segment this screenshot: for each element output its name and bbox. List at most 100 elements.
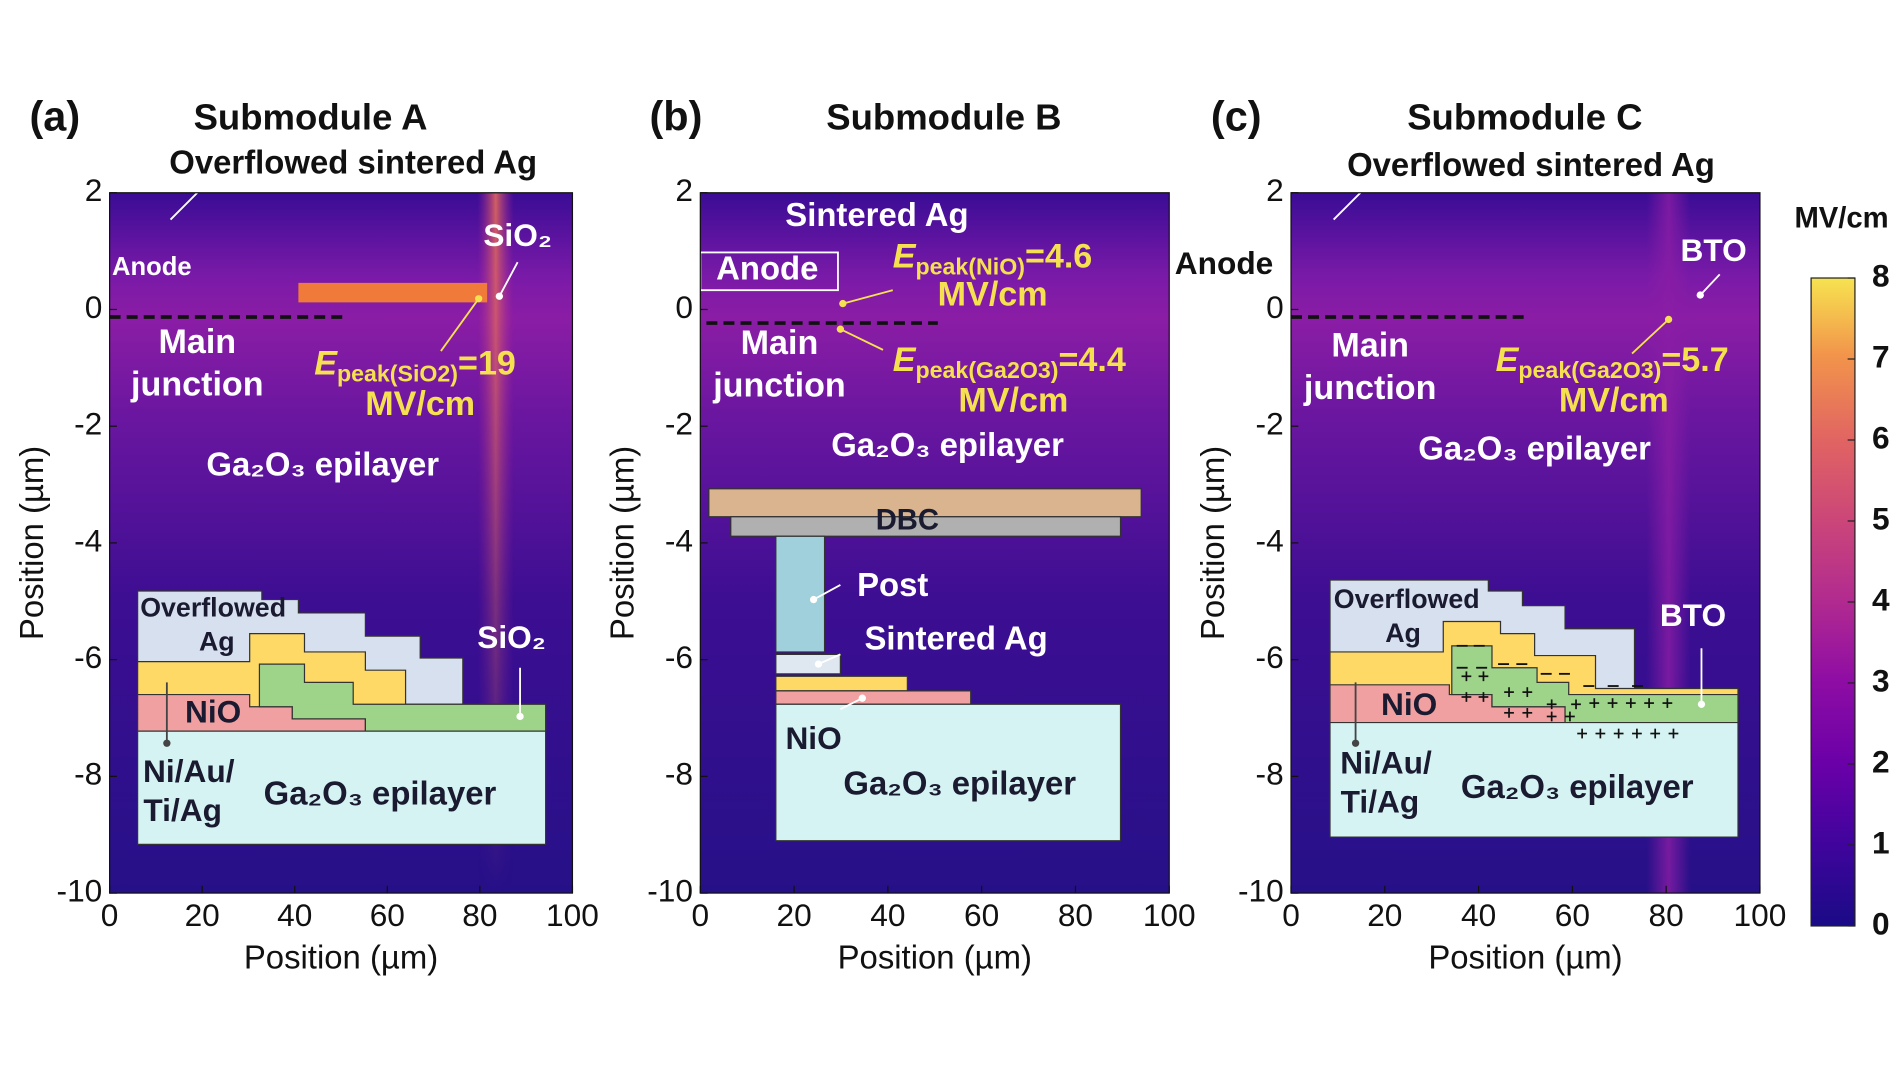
y-tick-label: -6 — [1256, 639, 1284, 675]
annotation: junction — [1303, 369, 1437, 407]
annotation: Main — [158, 323, 236, 361]
y-tick-label: -10 — [1238, 872, 1284, 908]
y-tick-label: 2 — [85, 172, 103, 208]
y-tick-label: -10 — [57, 872, 103, 908]
ga2o3-epilayer — [137, 730, 547, 845]
leader-dot — [163, 739, 171, 747]
peak-field-annotation: Epeak(Ga2O3)=5.7 — [1496, 341, 1729, 383]
outline — [842, 289, 893, 305]
y-tick-label: 0 — [85, 289, 103, 325]
leader-dot — [809, 595, 818, 604]
annotation: Ga₂O₃ epilayer — [1418, 430, 1651, 467]
y-axis-label: Position (µm) — [13, 446, 50, 640]
metal-stack — [775, 675, 908, 692]
leader-dot — [814, 660, 823, 668]
annotation: MV/cm — [1559, 381, 1669, 419]
colorbar-tick-label: 7 — [1872, 338, 1890, 374]
ga2o3-epilayer — [1329, 721, 1739, 838]
annotation: Ga₂O₃ epilayer — [843, 765, 1076, 802]
x-tick-label: 80 — [462, 897, 497, 933]
x-axis-label: Position (µm) — [244, 939, 438, 976]
dbc-ceramic — [730, 516, 1122, 537]
x-tick-label: 40 — [1461, 897, 1496, 933]
symbol: E — [893, 238, 917, 276]
annotation: Ga₂O₃ epilayer — [1461, 768, 1694, 805]
outline — [813, 584, 841, 601]
leader-dot — [839, 299, 847, 308]
annotation: Sintered Ag — [785, 196, 968, 233]
leader-dot — [1696, 291, 1704, 299]
x-tick-label: 20 — [185, 897, 220, 933]
y-tick-label: 2 — [1266, 172, 1284, 208]
annotation: MV/cm — [365, 385, 475, 423]
outline — [440, 298, 480, 352]
x-tick-label: 40 — [870, 897, 905, 933]
symbol: E — [893, 341, 917, 379]
leader-dot — [1664, 315, 1673, 324]
sio2-hot — [298, 282, 488, 303]
annotation: Anode — [1175, 245, 1273, 281]
annotation: DBC — [876, 504, 939, 536]
annotation: Sintered Ag — [864, 620, 1047, 657]
annotation: BTO — [1660, 597, 1726, 633]
panel-label: (a) — [30, 94, 81, 140]
symbol: E — [1496, 341, 1520, 379]
colorbar-label: MV/cm — [1794, 202, 1888, 234]
annotation: Ni/Au/ — [143, 753, 235, 789]
panel: (c) Submodule C 0 20 40 60 80 100 -10 -8 -6 -4 -2 0 2 P… — [1175, 94, 1787, 976]
annotation: Anode — [716, 249, 818, 286]
x-tick-label: 20 — [1367, 897, 1402, 933]
y-axis-label: Position (µm) — [603, 446, 640, 640]
annotation: Ga₂O₃ epilayer — [264, 774, 497, 811]
annotation: NiO — [785, 720, 841, 756]
symbol: E — [314, 345, 338, 383]
x-axis-label: Position (µm) — [838, 939, 1032, 976]
annotation: Ag — [199, 626, 235, 656]
y-tick-label: -4 — [1256, 522, 1284, 558]
annotation: NiO — [1381, 686, 1437, 722]
colorbar-tick-label: 4 — [1872, 581, 1890, 617]
panel: (b) Submodule B 0 20 40 60 80 100 -10 -8 -6 -4 -2 0 2 P… — [603, 94, 1195, 976]
y-tick-label: -2 — [74, 406, 102, 442]
leader-dot — [516, 712, 524, 721]
x-tick-label: 60 — [370, 897, 405, 933]
annotation: Ni/Au/ — [1340, 745, 1432, 781]
annotation: Ti/Ag — [1341, 784, 1420, 820]
subscript: peak(SiO2) — [337, 361, 458, 387]
x-tick-label: 0 — [101, 897, 119, 933]
annotation: Ga₂O₃ epilayer — [831, 426, 1064, 463]
subscript: peak(Ga2O3) — [1518, 357, 1661, 383]
peak-field-annotation: Epeak(Ga2O3)=4.4 — [893, 341, 1126, 383]
y-tick-label: 0 — [675, 289, 693, 325]
x-tick-label: 80 — [1058, 897, 1093, 933]
subscript: peak(Ga2O3) — [916, 357, 1059, 383]
panel-label: (b) — [650, 94, 703, 140]
outline — [839, 328, 884, 351]
leader-dot — [1351, 739, 1360, 747]
x-tick-label: 60 — [1555, 897, 1590, 933]
nio — [775, 690, 972, 705]
dbc-copper — [708, 488, 1142, 518]
annotation: Ga₂O₃ epilayer — [206, 445, 439, 482]
annotation: Ag — [1385, 618, 1421, 648]
peak-field-annotation: Epeak(SiO2)=19 — [314, 345, 516, 387]
x-tick-label: 0 — [692, 897, 710, 933]
value-text: =4.6 — [1025, 238, 1092, 276]
leader-dot — [1366, 179, 1374, 187]
x-tick-label: 20 — [776, 897, 811, 933]
colorbar-tick-label: 2 — [1872, 743, 1890, 779]
annotation: Anode — [112, 253, 192, 281]
y-tick-label: -2 — [665, 406, 693, 442]
outline — [839, 697, 863, 710]
outline — [1631, 318, 1670, 355]
y-tick-label: -4 — [665, 522, 693, 558]
y-tick-label: -2 — [1256, 406, 1284, 442]
leader-dot — [475, 295, 483, 303]
value-text: =4.4 — [1058, 341, 1125, 379]
colorbar-tick-label: 3 — [1872, 662, 1890, 698]
subscript: peak(NiO) — [916, 253, 1025, 279]
annotation: Main — [1331, 326, 1409, 364]
x-tick-label: 40 — [277, 897, 312, 933]
peak-field-annotation: Epeak(NiO)=4.6 — [893, 238, 1093, 280]
